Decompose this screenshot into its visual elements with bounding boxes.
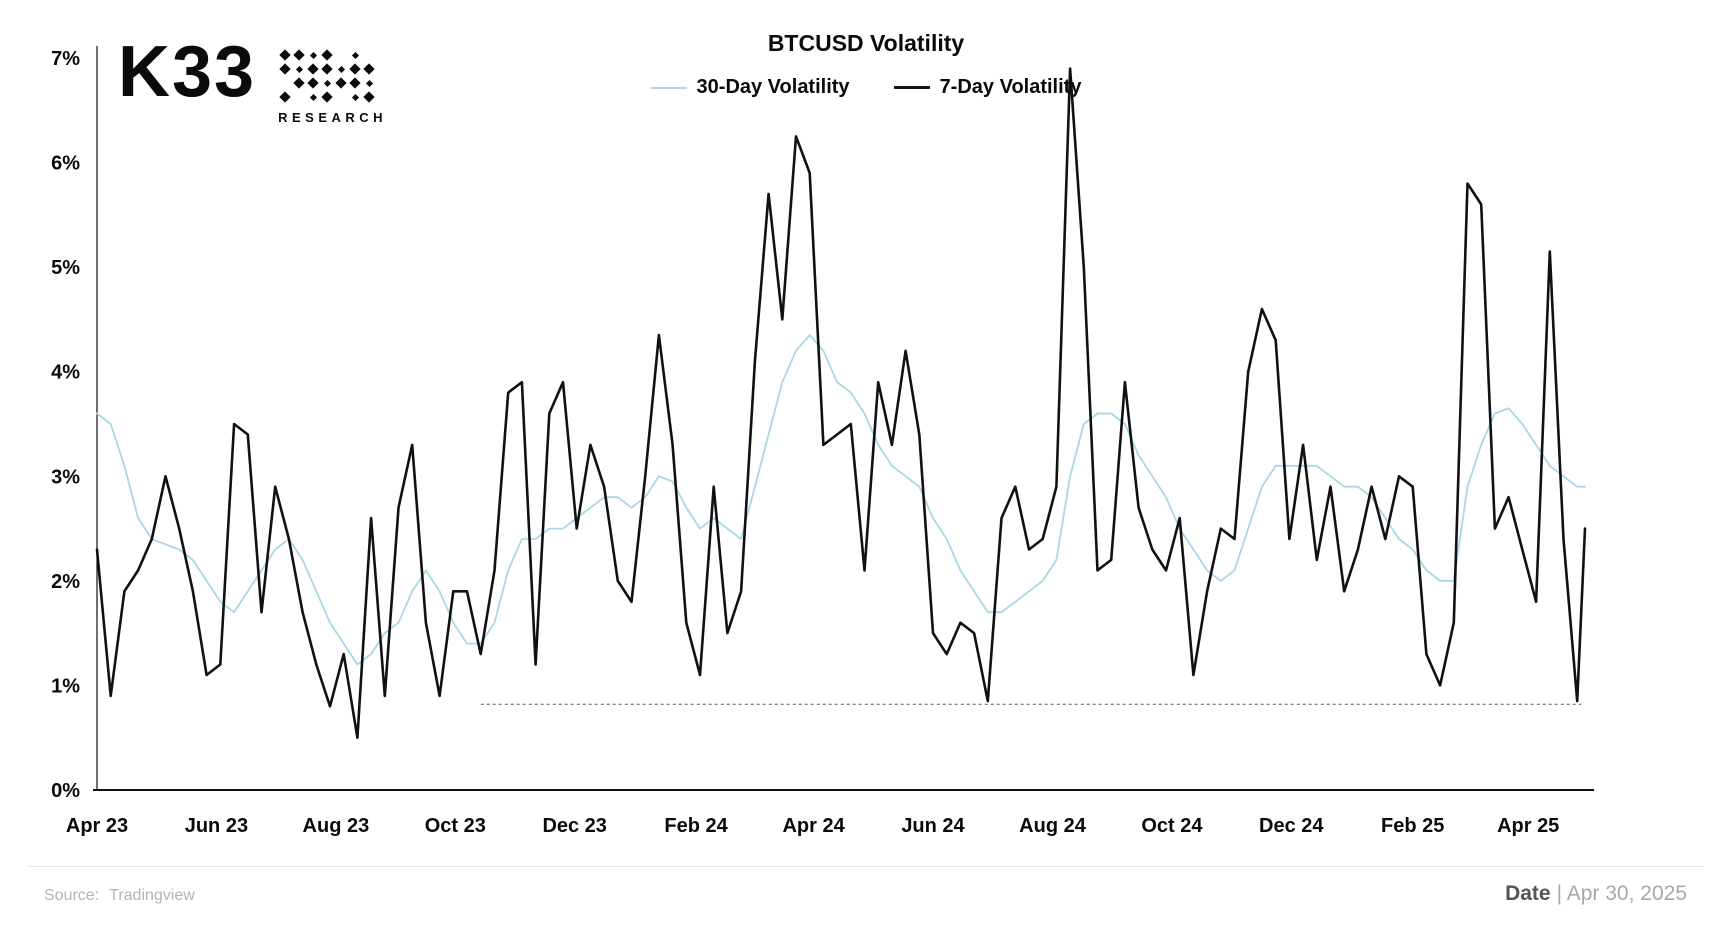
svg-text:Feb 25: Feb 25 (1381, 815, 1444, 837)
k33-logo-text: K33 (118, 32, 257, 112)
date-label: Date (1505, 882, 1551, 905)
svg-text:Apr 23: Apr 23 (66, 815, 128, 837)
source-value: Tradingview (109, 887, 195, 904)
date-value: | Apr 30, 2025 (1556, 882, 1687, 905)
svg-text:Dec 23: Dec 23 (542, 815, 607, 837)
svg-text:Jun 24: Jun 24 (901, 815, 965, 837)
svg-text:Apr 24: Apr 24 (782, 815, 845, 837)
k33-logo: K33 RESEARCH (118, 32, 387, 125)
svg-text:Feb 24: Feb 24 (664, 815, 728, 837)
source-note: Source: Tradingview (44, 887, 195, 905)
chart-title: BTCUSD Volatility (767, 30, 965, 56)
svg-text:4%: 4% (51, 362, 80, 384)
date-note: Date | Apr 30, 2025 (1505, 882, 1687, 906)
volatility-line-chart: 0% 1% 2% 3% 4% 5% 6% 7% Apr 23 Jun 23 Aug 23 Oct 23… (51, 46, 1594, 837)
svg-text:0%: 0% (51, 780, 80, 802)
svg-text:Oct 23: Oct 23 (425, 815, 486, 837)
legend-swatch-30d-line (650, 86, 687, 89)
svg-text:Aug 24: Aug 24 (1019, 815, 1087, 837)
legend-item-7d: 7-Day Volatility (893, 76, 1082, 99)
svg-text:Oct 24: Oct 24 (1141, 815, 1203, 837)
footer-divider (28, 866, 1704, 867)
svg-text:5%: 5% (51, 257, 80, 279)
legend-item-30d: 30-Day Volatility (650, 76, 850, 99)
svg-text:Apr 25: Apr 25 (1497, 815, 1559, 837)
source-label: Source: (44, 887, 100, 904)
svg-text:Aug 23: Aug 23 (303, 815, 370, 837)
legend-label-30d: 30-Day Volatility (696, 76, 850, 98)
chart-legend: 30-Day Volatility 7-Day Volatility (433, 76, 1299, 99)
footer: Source: Tradingview Date | Apr 30, 2025 (44, 882, 1687, 906)
legend-swatch-7d-line (893, 86, 930, 89)
svg-text:6%: 6% (51, 153, 80, 175)
k33-logo-right: RESEARCH (278, 48, 387, 125)
k33-research-label: RESEARCH (278, 110, 388, 125)
svg-text:Jun 23: Jun 23 (185, 815, 248, 837)
legend-label-7d: 7-Day Volatility (939, 76, 1082, 98)
svg-text:2%: 2% (51, 571, 80, 593)
svg-text:3%: 3% (51, 466, 80, 488)
svg-text:Dec 24: Dec 24 (1259, 815, 1324, 837)
svg-text:1%: 1% (51, 675, 80, 697)
svg-text:7%: 7% (51, 48, 80, 70)
